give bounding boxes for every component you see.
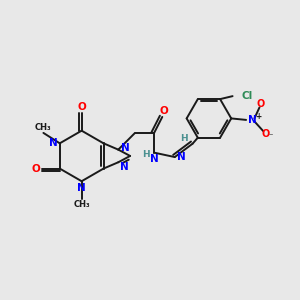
Text: N: N bbox=[121, 162, 129, 172]
Text: O: O bbox=[31, 164, 40, 174]
Text: N: N bbox=[150, 154, 158, 164]
Text: O: O bbox=[257, 99, 265, 109]
Text: H: H bbox=[181, 134, 188, 143]
Text: CH₃: CH₃ bbox=[35, 123, 52, 132]
Text: O: O bbox=[261, 129, 269, 139]
Text: N: N bbox=[177, 152, 186, 162]
Text: Cl: Cl bbox=[242, 91, 253, 101]
Text: H: H bbox=[142, 150, 149, 159]
Text: ⁻: ⁻ bbox=[268, 131, 273, 140]
Text: CH₃: CH₃ bbox=[73, 200, 90, 209]
Text: N: N bbox=[121, 143, 130, 153]
Text: N: N bbox=[77, 183, 86, 193]
Text: O: O bbox=[159, 106, 168, 116]
Text: N: N bbox=[49, 138, 58, 148]
Text: N: N bbox=[248, 115, 257, 125]
Text: O: O bbox=[77, 102, 86, 112]
Text: +: + bbox=[256, 112, 262, 121]
